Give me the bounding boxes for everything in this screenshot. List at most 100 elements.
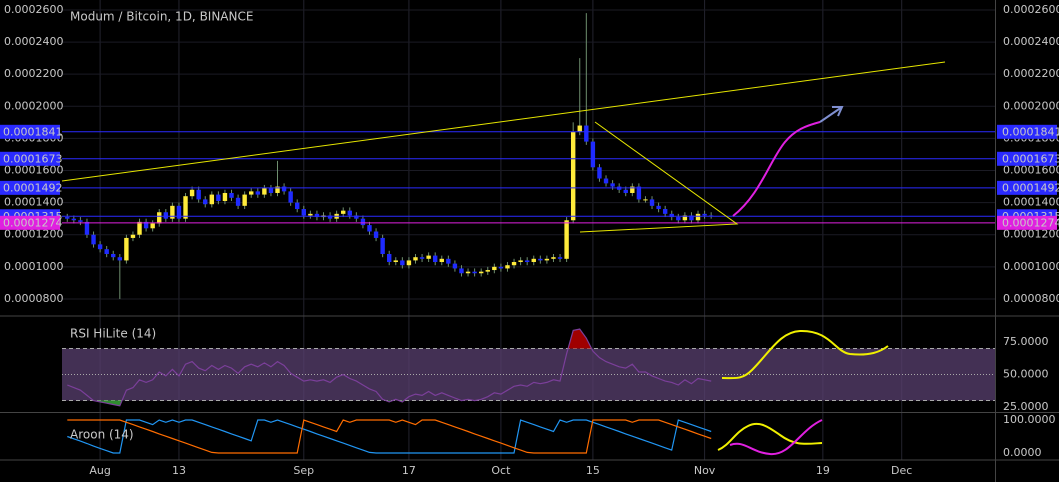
candle-body (373, 231, 379, 238)
candle-body (426, 255, 431, 259)
y-tick-label-left: 0.0001600 (4, 164, 64, 177)
y-tick-label-left: 0.0002600 (4, 3, 64, 16)
y-tick-label: 50.0000 (1003, 368, 1049, 381)
candle-body (124, 237, 129, 261)
candle-body (229, 192, 234, 198)
candle-body (623, 189, 628, 193)
candle-body (268, 188, 274, 193)
candle-body (538, 258, 543, 261)
series-line (67, 419, 712, 454)
candle-body (281, 186, 287, 192)
candle-body (308, 213, 313, 216)
candle-body (387, 253, 392, 263)
candle-body (314, 213, 320, 218)
candle-body (557, 257, 563, 259)
candle-body (610, 183, 615, 187)
candle-body (196, 189, 201, 200)
candle-body (485, 270, 490, 272)
level-tag (0, 124, 60, 139)
candle-body (682, 215, 688, 221)
x-tick-label: Aug (89, 464, 110, 477)
trend-line (61, 61, 946, 182)
rsi-title: RSI HiLite (14) (70, 327, 156, 341)
candle-body (301, 209, 306, 216)
candle-body (676, 217, 681, 221)
x-tick-label: 13 (172, 464, 186, 477)
candle-body (433, 255, 438, 263)
y-tick-label: 0.0002400 (1003, 35, 1059, 48)
candle-body (255, 191, 260, 195)
candle-body (78, 220, 83, 222)
candle-body (544, 258, 550, 261)
y-tick-label: 75.0000 (1003, 335, 1049, 348)
candle-body (597, 167, 602, 179)
candle-body (288, 191, 293, 203)
candle-body (84, 221, 90, 235)
candle-body (354, 215, 359, 219)
x-tick-label: 17 (402, 464, 416, 477)
aroon-title: Aroon (14) (70, 428, 134, 442)
candle-body (216, 194, 221, 202)
candle-body (472, 271, 477, 274)
level-label: 0.0001841 (1002, 125, 1059, 138)
candle-body (143, 221, 149, 229)
candle-body (478, 271, 484, 274)
candle-body (570, 131, 576, 221)
candle-body (341, 210, 346, 214)
projection-arrow (819, 106, 844, 123)
y-tick-label: 0.0000800 (1003, 292, 1059, 305)
level-label: 0.0001492 (1002, 181, 1059, 194)
x-tick-label: Nov (694, 464, 716, 477)
level-label: 0.0001841 (3, 125, 63, 138)
candle-body (176, 205, 182, 219)
level-label: 0.0001673 (3, 152, 63, 165)
x-tick-label: Sep (293, 464, 314, 477)
candle-body (347, 210, 352, 216)
candle-body (465, 271, 471, 274)
candle-body (564, 220, 569, 259)
candle-body (584, 125, 589, 142)
y-tick-label: 0.0001400 (1003, 196, 1059, 209)
candle-body (518, 260, 523, 263)
candle-body (111, 253, 116, 258)
candle-body (531, 258, 536, 263)
level-label: 0.0001274 (3, 216, 63, 229)
aroon-up-projection (717, 422, 823, 451)
y-tick-label-left: 0.0001400 (4, 196, 64, 209)
y-tick-label: 0.0001000 (1003, 260, 1059, 273)
projection-path (732, 121, 821, 217)
candle-body (71, 218, 77, 221)
level-label: 0.0001274 (1002, 216, 1059, 229)
candle-body (203, 199, 208, 205)
candle-body (551, 257, 556, 259)
candle-body (295, 202, 300, 210)
candle-body (150, 223, 155, 229)
candle-body (603, 178, 609, 184)
candle-body (452, 263, 458, 269)
candle-body (393, 260, 398, 263)
series-line (67, 419, 712, 454)
candle-body (419, 257, 425, 259)
y-tick-label-left: 0.0002000 (4, 99, 64, 112)
y-tick-label-left: 0.0001200 (4, 228, 64, 241)
candle-body (65, 217, 70, 219)
candle-body (262, 188, 267, 195)
candle-body (630, 186, 635, 193)
series-line (67, 328, 712, 407)
candle-body (91, 234, 96, 245)
candle-body (104, 249, 109, 254)
candle-body (360, 218, 366, 226)
y-tick-label: 0.0001600 (1003, 164, 1059, 177)
level-label: 0.0001673 (1002, 152, 1059, 165)
candle-body (524, 260, 530, 263)
level-tag (0, 151, 60, 166)
candle-body (170, 205, 175, 219)
level-tag (997, 215, 1057, 230)
candle-body (695, 213, 701, 221)
candle-body (222, 192, 228, 202)
triangle (579, 121, 739, 233)
candle-body (209, 194, 215, 205)
